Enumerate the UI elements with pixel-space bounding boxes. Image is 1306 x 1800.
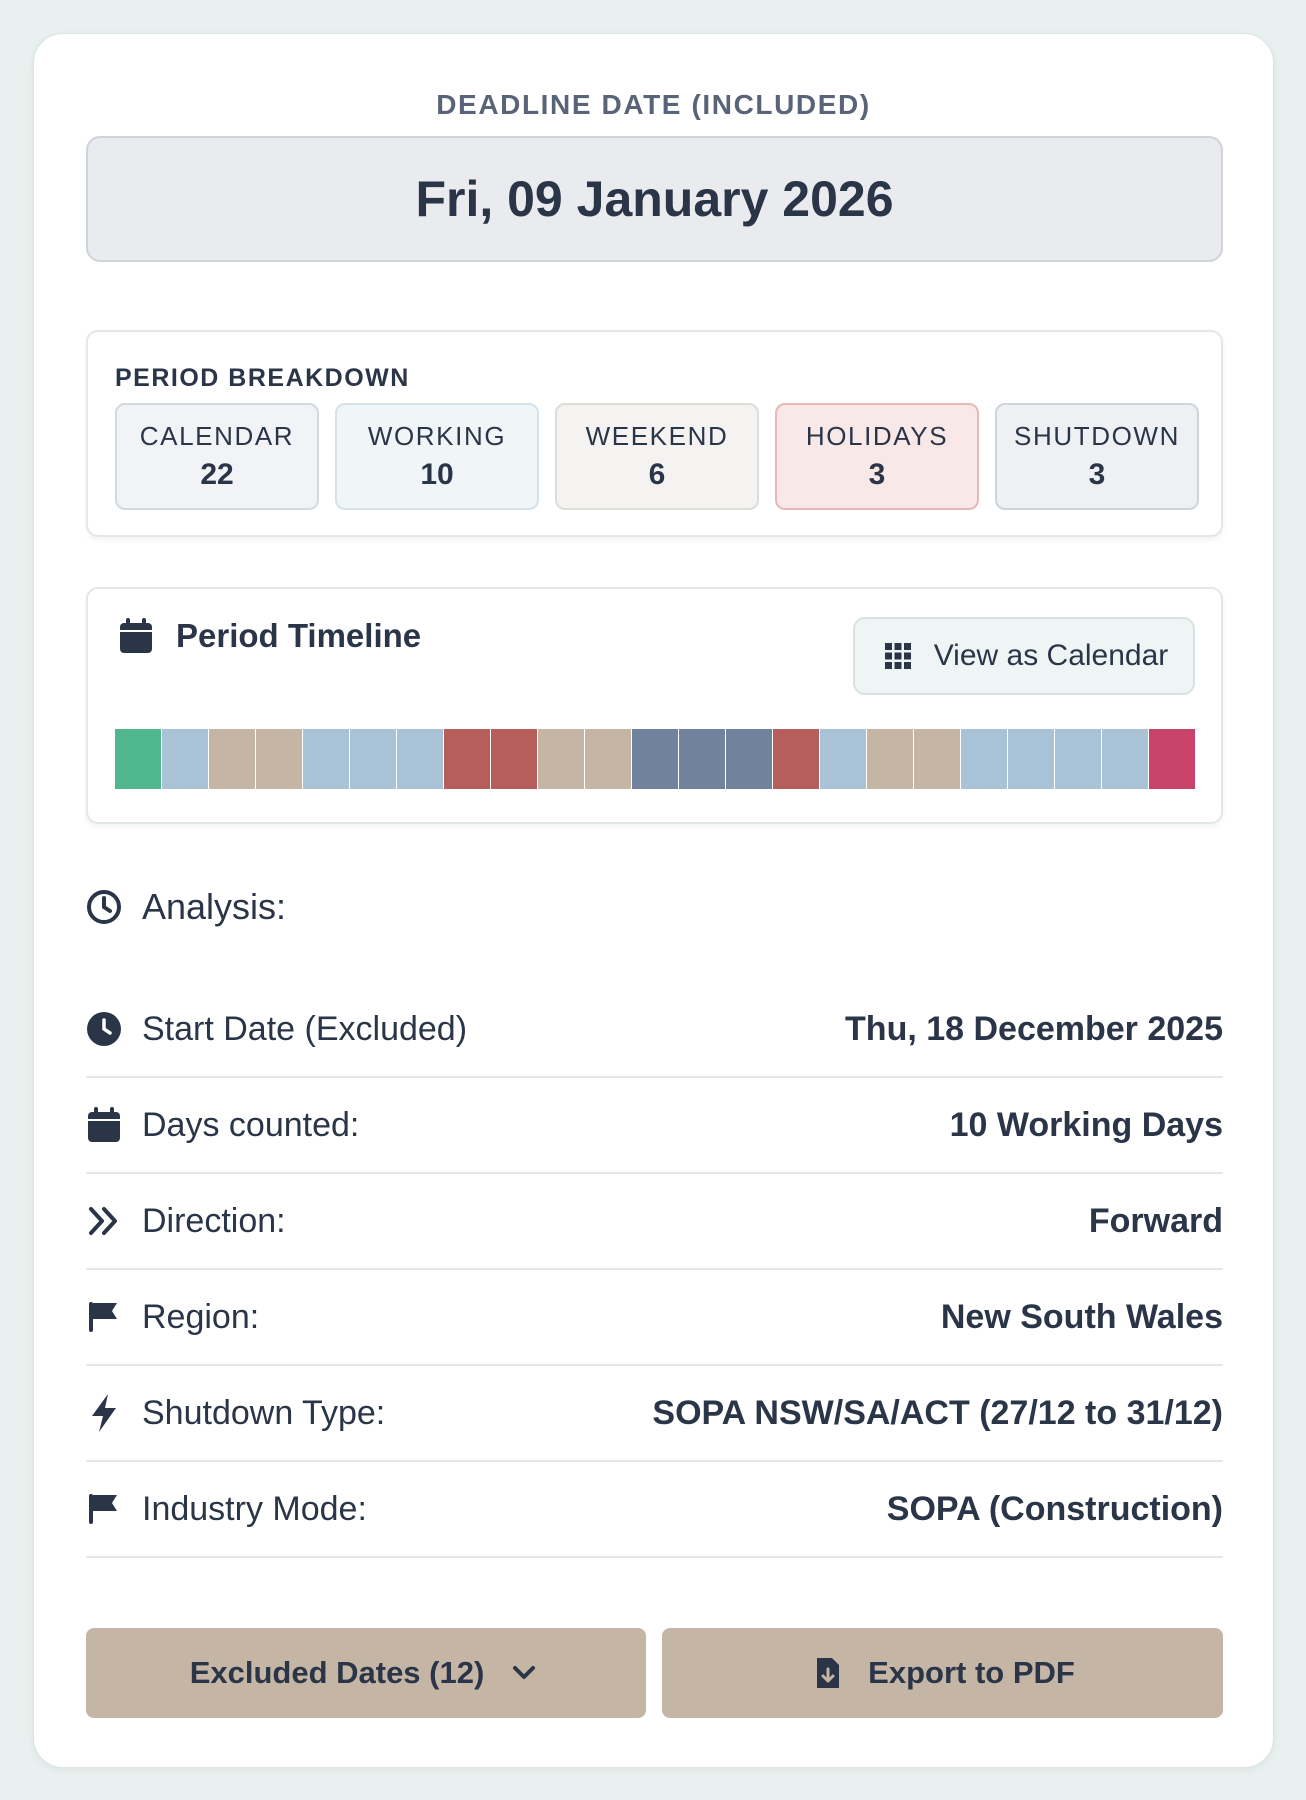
timeline-segment-working (303, 729, 350, 789)
stat-weekend: WEEKEND 6 (555, 403, 759, 510)
timeline-segment-weekend (914, 729, 961, 789)
timeline-segment-shutdown (679, 729, 726, 789)
timeline-segment-working (350, 729, 397, 789)
row-value: SOPA (Construction) (886, 1489, 1223, 1528)
row-value: Forward (1088, 1201, 1223, 1240)
double-chevron-right-icon (86, 1203, 122, 1239)
timeline-segment-working (162, 729, 209, 789)
stat-label: WORKING (367, 421, 507, 451)
file-download-icon (810, 1655, 846, 1691)
row-value: 10 Working Days (949, 1105, 1223, 1144)
timeline-segment-deadline (1149, 729, 1196, 789)
timeline-segment-weekend (867, 729, 914, 789)
timeline-title: Period Timeline (176, 617, 422, 654)
timeline-segment-shutdown (632, 729, 679, 789)
stat-working: WORKING 10 (335, 403, 539, 510)
timeline-segment-working (1055, 729, 1102, 789)
timeline-segment-weekend (585, 729, 632, 789)
row-value: SOPA NSW/SA/ACT (27/12 to 31/12) (652, 1393, 1223, 1432)
timeline-segment-start (115, 729, 162, 789)
analysis-title: Analysis: (142, 886, 287, 927)
row-label: Industry Mode: (142, 1489, 367, 1528)
timeline-segment-working (397, 729, 444, 789)
timeline-segment-shutdown (726, 729, 773, 789)
row-label: Direction: (142, 1201, 286, 1240)
calendar-icon (86, 1107, 122, 1143)
clock-icon (86, 1011, 122, 1047)
timeline-segment-working (961, 729, 1008, 789)
analysis-row-days-counted: Days counted: 10 Working Days (86, 1078, 1223, 1174)
chevron-down-icon (506, 1655, 542, 1691)
analysis-row-start-date: Start Date (Excluded) Thu, 18 December 2… (86, 982, 1223, 1078)
row-label: Region: (142, 1297, 260, 1336)
row-label: Start Date (Excluded) (142, 1009, 468, 1048)
analysis-row-industry-mode: Industry Mode: SOPA (Construction) (86, 1462, 1223, 1558)
period-timeline: Period Timeline View as Calendar (86, 587, 1223, 824)
stat-value: 6 (648, 458, 666, 491)
stat-value: 22 (200, 458, 234, 491)
row-value: Thu, 18 December 2025 (845, 1009, 1223, 1048)
clock-outline-icon (86, 889, 122, 925)
timeline-segment-holiday (444, 729, 491, 789)
result-card: DEADLINE DATE (INCLUDED) Fri, 09 January… (33, 33, 1274, 1768)
grid-icon (880, 638, 916, 674)
timeline-segment-working (1008, 729, 1055, 789)
stat-holidays: HOLIDAYS 3 (775, 403, 979, 510)
timeline-segment-holiday (491, 729, 538, 789)
view-as-calendar-label: View as Calendar (933, 639, 1169, 672)
calendar-icon (118, 618, 154, 654)
analysis-row-region: Region: New South Wales (86, 1270, 1223, 1366)
lightning-icon (86, 1394, 122, 1432)
timeline-segment-working (1102, 729, 1149, 789)
flag-icon (86, 1491, 122, 1527)
stat-value: 3 (868, 458, 886, 491)
stat-value: 3 (1088, 458, 1106, 491)
row-label: Days counted: (142, 1105, 360, 1144)
timeline-segment-working (820, 729, 867, 789)
analysis-row-direction: Direction: Forward (86, 1174, 1223, 1270)
timeline-segment-holiday (773, 729, 820, 789)
stat-calendar: CALENDAR 22 (115, 403, 319, 510)
period-breakdown: PERIOD BREAKDOWN CALENDAR 22 WORKING 10 … (86, 330, 1223, 537)
stat-label: CALENDAR (139, 421, 295, 451)
export-pdf-button[interactable]: Export to PDF (662, 1628, 1223, 1718)
timeline-segment-weekend (209, 729, 256, 789)
deadline-date: Fri, 09 January 2026 (86, 136, 1223, 262)
stat-label: HOLIDAYS (805, 421, 949, 451)
excluded-dates-button[interactable]: Excluded Dates (12) (86, 1628, 646, 1718)
stat-shutdown: SHUTDOWN 3 (995, 403, 1199, 510)
stat-value: 10 (420, 458, 454, 491)
deadline-label: DEADLINE DATE (INCLUDED) (436, 89, 871, 120)
flag-icon (86, 1299, 122, 1335)
stat-label: SHUTDOWN (1014, 421, 1180, 451)
excluded-dates-label: Excluded Dates (12) (189, 1655, 485, 1690)
stat-label: WEEKEND (585, 421, 729, 451)
row-value: New South Wales (940, 1297, 1223, 1336)
breakdown-title: PERIOD BREAKDOWN (115, 364, 410, 392)
row-label: Shutdown Type: (142, 1393, 386, 1432)
timeline-segment-weekend (538, 729, 585, 789)
view-as-calendar-button[interactable]: View as Calendar (853, 617, 1195, 695)
analysis-list: Start Date (Excluded) Thu, 18 December 2… (86, 982, 1223, 1558)
timeline-segment-weekend (256, 729, 303, 789)
export-pdf-label: Export to PDF (868, 1655, 1075, 1690)
timeline-bar (115, 729, 1196, 789)
analysis-header: Analysis: (86, 886, 286, 928)
analysis-row-shutdown-type: Shutdown Type: SOPA NSW/SA/ACT (27/12 to… (86, 1366, 1223, 1462)
